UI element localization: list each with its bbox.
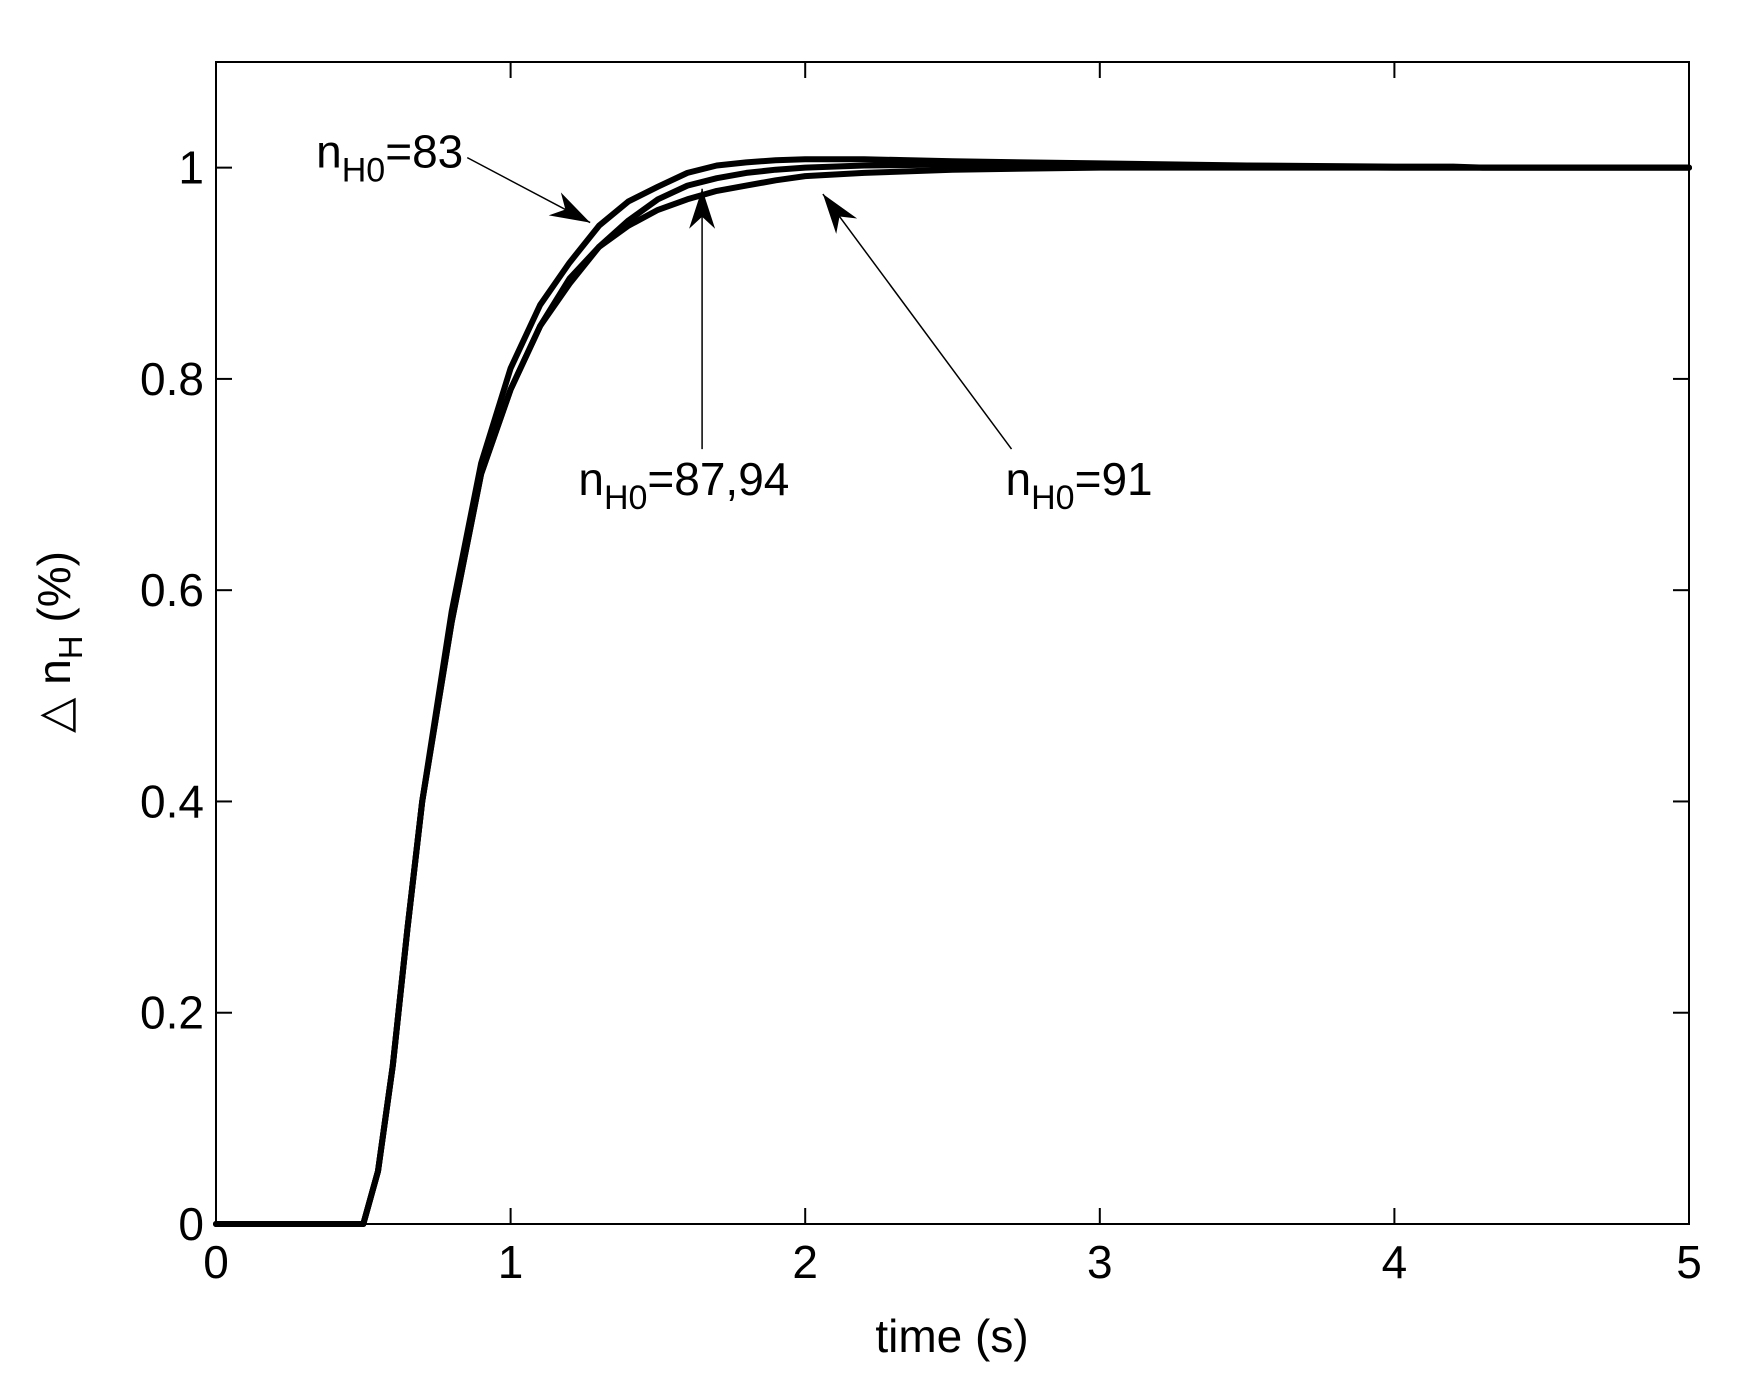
- axis-ticks: [215, 62, 1690, 1225]
- annotation-label: nH0=83: [316, 126, 463, 190]
- series-line-1: [213, 156, 1692, 1227]
- y-tick-label: 0.4: [140, 775, 204, 827]
- y-tick-label: 0.6: [140, 564, 204, 616]
- x-tick-label: 5: [1676, 1236, 1702, 1288]
- annotation-arrow-line: [822, 193, 1013, 450]
- annotation-label: nH0=87,94: [578, 453, 789, 517]
- x-tick-label: 3: [1087, 1236, 1113, 1288]
- annotation-arrowhead: [689, 188, 716, 229]
- y-tick-label: 0.2: [140, 987, 204, 1039]
- annotation-label-tail: =91: [1075, 453, 1153, 505]
- x-tick-label: 0: [203, 1236, 229, 1288]
- annotation-label-tail: =83: [385, 126, 463, 178]
- y-axis-label-prefix: △ n: [28, 659, 80, 733]
- x-tick-label: 4: [1382, 1236, 1408, 1288]
- annotation-label-main: n: [578, 453, 604, 505]
- annotation-label: nH0=91: [1006, 453, 1153, 517]
- y-tick-label: 0: [178, 1198, 204, 1250]
- annotation-label-sub: H0: [604, 479, 647, 517]
- annotation-label-sub: H0: [1031, 479, 1074, 517]
- y-axis-label: △ nH (%): [28, 551, 89, 733]
- annotation-label-main: n: [1006, 453, 1032, 505]
- x-tick-label: 2: [792, 1236, 818, 1288]
- y-tick-label: 0.8: [140, 353, 204, 405]
- y-axis-label-sub: H: [52, 635, 89, 659]
- annotation-arrowhead: [548, 192, 591, 223]
- annotation-label-sub: H0: [342, 152, 385, 190]
- series-line-3: [213, 164, 1692, 1227]
- plot-frame: [215, 61, 1690, 1225]
- annotation-arrowhead: [822, 194, 858, 234]
- x-tick-label: 1: [498, 1236, 524, 1288]
- series-lines: [213, 156, 1692, 1227]
- y-tick-label: 1: [178, 142, 204, 194]
- y-axis-label-suffix: (%): [28, 551, 80, 635]
- annotation-label-tail: =87,94: [647, 453, 789, 505]
- tick-labels: 0 1 2 3 4 5 0 0.2 0.4 0.6 0.8 1: [140, 142, 1702, 1288]
- annotation-label-main: n: [316, 126, 342, 178]
- x-axis-label: time (s): [875, 1310, 1028, 1362]
